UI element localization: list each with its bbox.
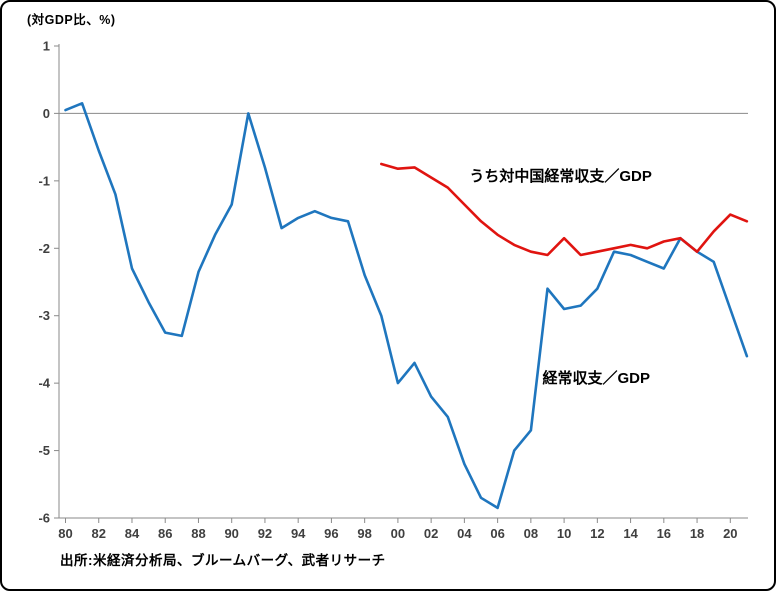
x-tick-label: 18 <box>690 526 704 541</box>
y-tick-label: -5 <box>38 443 50 458</box>
x-tick-label: 92 <box>258 526 272 541</box>
y-tick-label: -1 <box>38 173 50 188</box>
y-tick-label: -6 <box>38 511 50 526</box>
y-tick-label: -4 <box>38 376 50 391</box>
x-tick-label: 06 <box>490 526 504 541</box>
x-tick-label: 94 <box>291 526 306 541</box>
x-tick-label: 96 <box>324 526 338 541</box>
series-line-china-current-account <box>379 162 749 257</box>
x-tick-label: 02 <box>424 526 438 541</box>
x-tick-label: 10 <box>557 526 571 541</box>
x-tick-label: 88 <box>191 526 205 541</box>
x-axis-ticks: 80 82 84 86 88 90 92 94 96 98 00 02 04 06 08 10 12 14 16 18… <box>58 518 738 541</box>
series-annotation-1: 経常収支／GDP <box>542 369 650 387</box>
x-tick-label: 00 <box>391 526 405 541</box>
x-tick-label: 16 <box>657 526 671 541</box>
x-tick-label: 08 <box>524 526 538 541</box>
source-note: 出所:米経済分析局、ブルームバーグ、武者リサーチ <box>60 553 386 568</box>
x-tick-label: 80 <box>58 526 72 541</box>
x-tick-label: 82 <box>92 526 106 541</box>
series-annotation-0: うち対中国経常収支／GDP <box>469 167 652 185</box>
x-tick-label: 98 <box>357 526 371 541</box>
axis-unit-label: (対GDP比、%) <box>27 13 116 27</box>
x-tick-label: 84 <box>125 526 140 541</box>
y-tick-label: -2 <box>38 241 50 256</box>
y-tick-label: 1 <box>43 39 50 54</box>
y-axis-ticks: 1 0 -1 -2 -3 -4 -5 -6 <box>38 39 59 526</box>
x-tick-label: 04 <box>457 526 472 541</box>
y-tick-label: 0 <box>43 106 50 121</box>
x-tick-label: 86 <box>158 526 172 541</box>
x-tick-label: 20 <box>723 526 737 541</box>
x-tick-label: 14 <box>623 526 638 541</box>
x-tick-label: 12 <box>590 526 604 541</box>
y-tick-label: -3 <box>38 308 50 323</box>
series-line-current-account <box>64 102 749 510</box>
x-tick-label: 90 <box>224 526 238 541</box>
